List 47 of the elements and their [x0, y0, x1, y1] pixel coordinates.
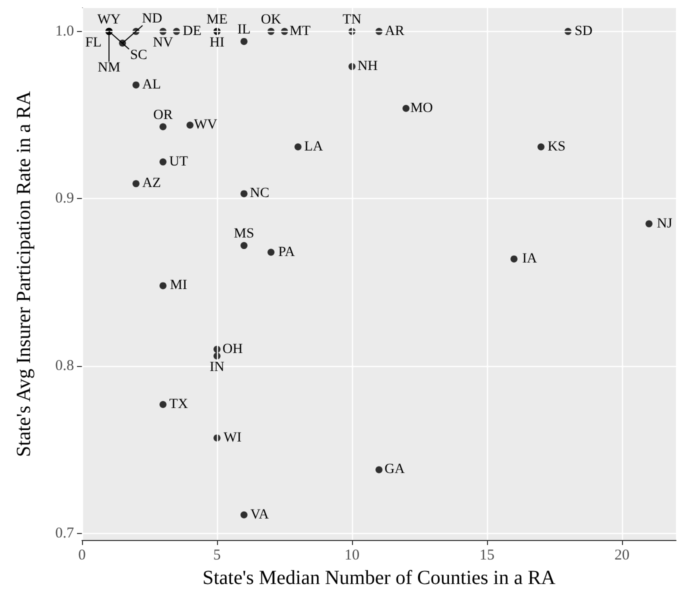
annotation: IL [237, 22, 251, 38]
annotation: TX [169, 396, 188, 412]
annotation: OR [153, 108, 174, 123]
x-tick-label: 0 [78, 548, 86, 564]
annotation: IA [522, 251, 538, 266]
annotation: ND [142, 11, 162, 26]
annotation: DE [182, 24, 202, 39]
y-tick-label: 0.8 [55, 358, 74, 374]
x-tick-label: 20 [614, 548, 630, 564]
y-tick-label: 0.7 [55, 525, 74, 542]
x-tick-label: 15 [480, 548, 494, 564]
annotation: PA [278, 244, 296, 260]
annotation: NM [98, 60, 121, 76]
annotation: NV [152, 35, 174, 50]
annotation: AZ [142, 176, 161, 192]
annotation: WY [97, 12, 121, 28]
y-tick-label: 1.0 [55, 23, 74, 40]
annotation: WI [224, 430, 242, 446]
annotation: IN [210, 360, 224, 375]
annotation: AR [384, 24, 405, 39]
annotation: AL [142, 77, 161, 92]
annotation: GA [384, 462, 406, 478]
annotation: MI [170, 278, 188, 294]
x-axis-title: State's Median Number of Counties in a RA [202, 567, 556, 589]
annotation: UT [169, 154, 188, 170]
annotation: MS [234, 226, 254, 242]
annotation: FL [85, 35, 102, 50]
y-tick-label: 0.9 [55, 190, 74, 207]
x-tick-label: 10 [344, 548, 360, 564]
annotation: TN [342, 12, 362, 28]
annotation: ME [206, 12, 228, 28]
annotation: SC [130, 48, 148, 64]
annotation: NH [357, 59, 378, 74]
annotation: NC [250, 186, 270, 202]
annotation: LA [304, 139, 324, 154]
annotation: MO [410, 100, 433, 116]
annotation: NJ [656, 216, 673, 232]
annotation: MT [290, 24, 312, 39]
annotation: KS [548, 139, 566, 154]
x-tick-label: 5 [213, 548, 221, 564]
annotation: SD [574, 24, 593, 39]
annotation: WV [194, 118, 218, 133]
annotation: OK [260, 12, 282, 28]
annotation: OH [222, 342, 243, 357]
annotation: VA [250, 507, 270, 522]
y-axis-title: State's Avg Insurer Participation Rate in a RA [13, 90, 35, 457]
annotation: HI [210, 35, 225, 50]
